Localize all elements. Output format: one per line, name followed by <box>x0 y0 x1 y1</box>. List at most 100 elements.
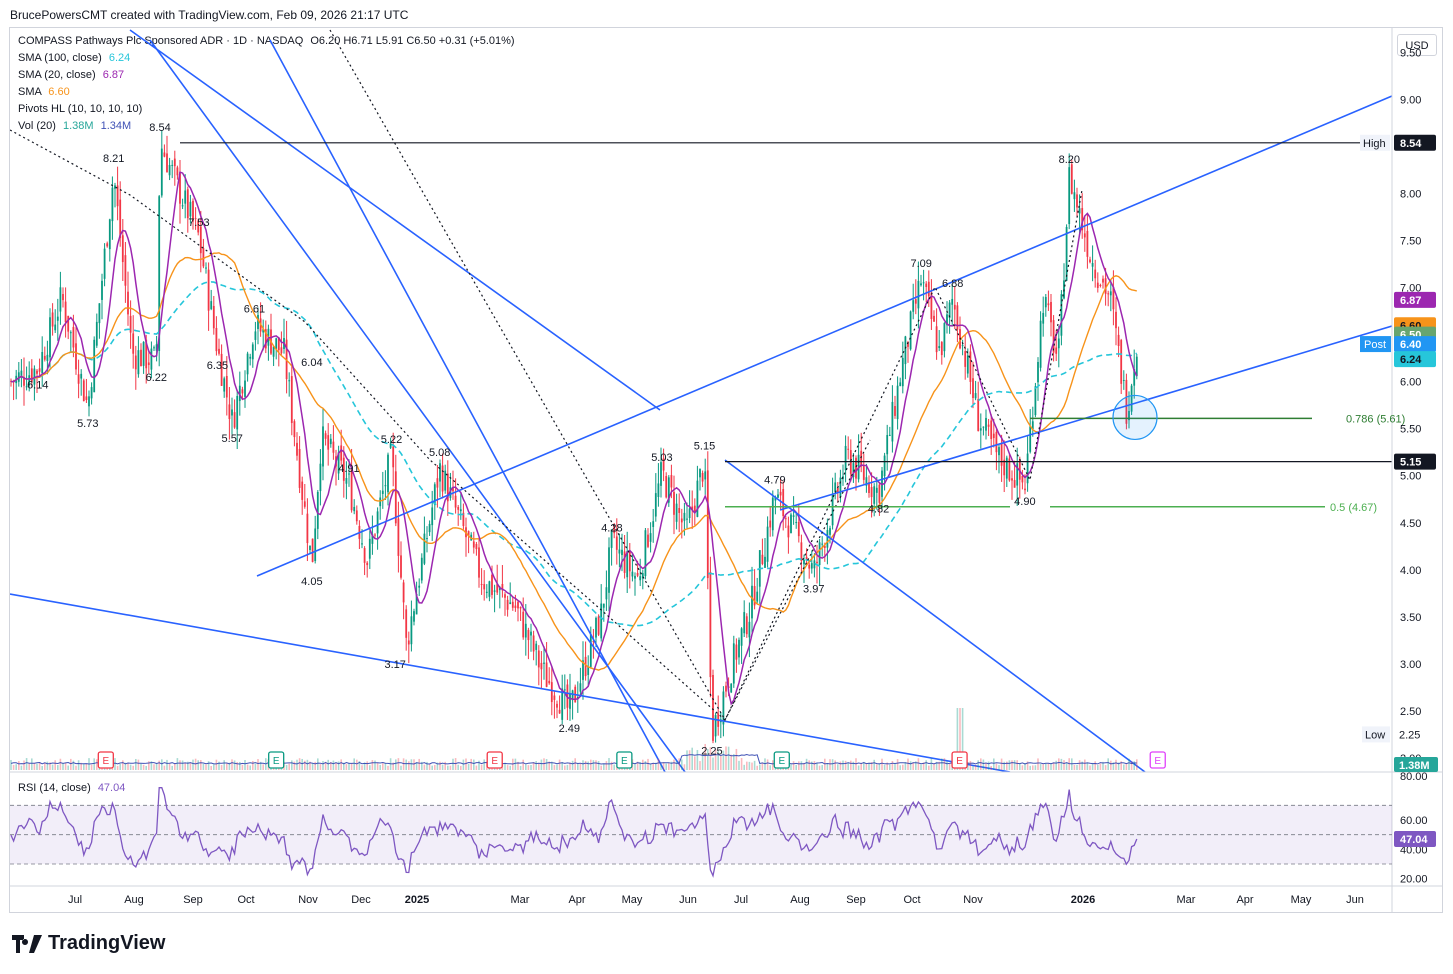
candle-body <box>142 341 145 366</box>
candle-body <box>761 554 764 564</box>
candle-body <box>855 457 857 479</box>
volume-bar <box>382 763 384 770</box>
candle-body <box>548 680 551 684</box>
pivot-label: 6.04 <box>301 357 322 369</box>
volume-bar <box>337 761 340 770</box>
candle-body <box>966 355 969 374</box>
legend-volume[interactable]: Vol (20) 1.38M 1.34M <box>18 120 131 132</box>
rsi-band <box>10 805 1392 864</box>
candle-body <box>254 331 257 340</box>
volume-bar <box>860 763 862 770</box>
time-axis-label: Dec <box>351 894 371 906</box>
volume-bar <box>1133 761 1135 770</box>
candle-body <box>636 572 639 576</box>
candle-body <box>701 472 704 482</box>
volume-bar <box>46 761 49 770</box>
time-axis-label: Sep <box>846 894 866 906</box>
volume-bar <box>538 763 540 770</box>
post-label: Post <box>1364 339 1386 351</box>
candle-body <box>639 576 642 581</box>
candle-body <box>433 484 436 505</box>
volume-ma-line <box>10 753 1137 765</box>
candle-body <box>532 635 535 652</box>
time-axis-label: Nov <box>963 894 983 906</box>
volume-bar <box>699 761 701 770</box>
candle-body <box>654 493 657 517</box>
volume-bar <box>842 760 844 770</box>
rsi-label: RSI (14, close) <box>18 782 91 794</box>
volume-bar <box>301 758 303 770</box>
candle-body <box>176 167 179 176</box>
time-axis-label: Nov <box>298 894 318 906</box>
volume-bar <box>1076 764 1078 770</box>
candle-body <box>535 643 538 650</box>
candles <box>10 129 1138 744</box>
volume-bar <box>402 758 405 770</box>
volume-bar <box>176 758 179 770</box>
chart-frame <box>9 27 1443 913</box>
candle-body <box>199 226 202 254</box>
trend-line <box>724 459 1146 772</box>
pivot-label: 5.08 <box>429 447 450 459</box>
volume-bar <box>18 761 20 770</box>
volume-bar <box>751 762 753 770</box>
candle-body <box>1055 347 1058 354</box>
candle-body <box>696 480 699 517</box>
volume-bar <box>514 758 517 770</box>
volume-bar <box>218 761 220 770</box>
volume-bar <box>722 750 725 770</box>
candle-body <box>1018 459 1021 480</box>
price-tick-label: 4.50 <box>1400 518 1421 530</box>
volume-bar <box>423 764 426 770</box>
time-axis-label: Apr <box>1236 894 1253 906</box>
currency-button[interactable]: USD <box>1397 34 1437 56</box>
candle-body <box>262 329 265 333</box>
legend-pivots[interactable]: Pivots HL (10, 10, 10, 10) <box>18 103 142 115</box>
volume-bar <box>1045 763 1047 770</box>
candle-body <box>298 448 301 488</box>
volume-bar <box>818 765 821 770</box>
event-badge <box>1149 751 1166 769</box>
volume-bar <box>467 763 470 770</box>
candle-body <box>88 396 90 407</box>
volume-bar <box>948 763 951 770</box>
candle-body <box>990 420 993 440</box>
legend-symbol[interactable]: COMPASS Pathways Plc Sponsored ADR · 1D … <box>18 35 515 47</box>
event-label: E <box>491 756 498 767</box>
legend-sma100[interactable]: SMA (100, close) 6.24 <box>18 52 130 64</box>
candle-body <box>974 393 977 399</box>
legend-rsi[interactable]: RSI (14, close) 47.04 <box>18 782 125 794</box>
volume-bar <box>33 763 36 770</box>
candle-body <box>132 333 135 354</box>
candle-body <box>896 385 899 420</box>
candle-body <box>436 478 439 488</box>
volume-bar <box>616 765 618 770</box>
event-label: E <box>273 756 280 767</box>
candle-body <box>777 494 779 498</box>
volume-bar <box>569 762 571 770</box>
candle-body <box>1026 453 1029 484</box>
candle-body <box>644 530 647 577</box>
candle-body <box>275 338 278 350</box>
candle-body <box>730 683 733 693</box>
legend-sma20[interactable]: SMA (20, close) 6.87 <box>18 69 124 81</box>
candle-body <box>192 200 194 222</box>
candle-body <box>722 691 725 725</box>
volume-bar <box>148 761 150 770</box>
legend-sma[interactable]: SMA 6.60 <box>18 86 70 98</box>
candle-body <box>62 294 64 301</box>
candle-body <box>584 656 587 677</box>
candle-body <box>1047 303 1050 306</box>
volume-bar <box>400 765 402 770</box>
volume-bar <box>519 765 522 770</box>
volume-bar <box>597 761 600 770</box>
volume-bar <box>933 764 935 770</box>
candle-body <box>379 497 382 507</box>
time-axis-label: Mar <box>1177 894 1196 906</box>
attribution: BrucePowersCMT created with TradingView.… <box>10 8 409 22</box>
candle-body <box>592 641 595 643</box>
volume-bar <box>1052 762 1055 770</box>
volume-bar <box>821 765 823 770</box>
candle-body <box>472 541 475 548</box>
